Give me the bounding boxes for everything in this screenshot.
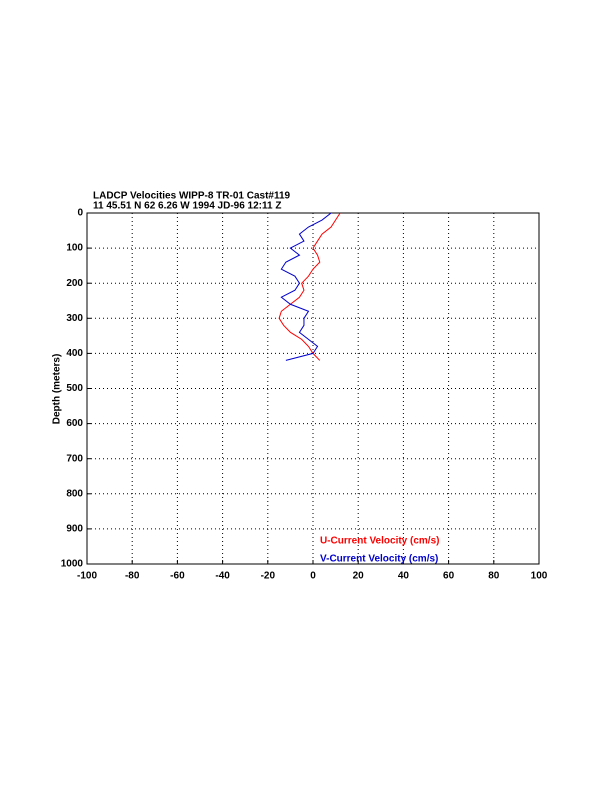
y-tick-label: 500 bbox=[66, 383, 83, 394]
x-tick-label: 0 bbox=[310, 571, 316, 582]
y-tick-label: 200 bbox=[66, 278, 83, 289]
x-tick-label: -80 bbox=[125, 571, 140, 582]
x-tick-label: -60 bbox=[170, 571, 185, 582]
y-tick-label: 400 bbox=[66, 348, 83, 359]
x-tick-label: 80 bbox=[488, 571, 500, 582]
legend-entry: U-Current Velocity (cm/s) bbox=[320, 536, 439, 547]
y-tick-label: 100 bbox=[66, 243, 83, 254]
series-line bbox=[278, 212, 341, 361]
x-tick-label: 40 bbox=[398, 571, 410, 582]
y-tick-label: 0 bbox=[77, 208, 83, 219]
y-axis-label: Depth (meters) bbox=[52, 354, 63, 425]
x-tick-label: 60 bbox=[443, 571, 455, 582]
chart-subtitle: 11 45.51 N 62 6.26 W 1994 JD-96 12:11 Z bbox=[93, 201, 281, 212]
x-tick-label: -40 bbox=[215, 571, 230, 582]
y-tick-label: 900 bbox=[66, 524, 83, 535]
y-tick-label: 800 bbox=[66, 488, 83, 499]
chart-title: LADCP Velocities WIPP-8 TR-01 Cast#119 bbox=[93, 191, 291, 202]
legend-entry: V-Current Velocity (cm/s) bbox=[320, 554, 438, 565]
x-tick-label: 100 bbox=[531, 571, 548, 582]
y-tick-label: 700 bbox=[66, 453, 83, 464]
y-tick-label: 300 bbox=[66, 313, 83, 324]
series-line bbox=[280, 212, 332, 361]
x-tick-label: -20 bbox=[261, 571, 276, 582]
x-tick-label: 20 bbox=[353, 571, 365, 582]
x-tick-label: -100 bbox=[77, 571, 97, 582]
y-tick-label: 600 bbox=[66, 418, 83, 429]
y-tick-label: 1000 bbox=[61, 559, 84, 570]
